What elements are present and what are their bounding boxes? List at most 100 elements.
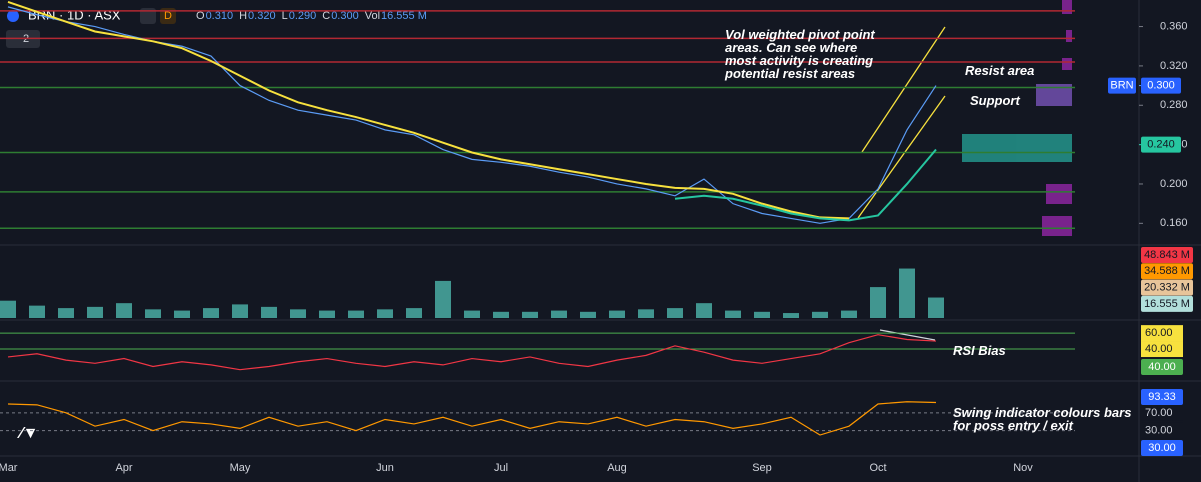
volume-bar: [377, 309, 393, 318]
volume-bar: [174, 310, 190, 318]
ohlc-value: 0.310: [206, 10, 234, 22]
volume-tag-box: [1141, 279, 1193, 296]
volume-tag: 48.843 M: [1144, 249, 1190, 261]
annotation: Vol weighted pivot point areas. Can see …: [725, 27, 875, 81]
indicator-line: [7, 334, 937, 371]
volume-bar: [203, 308, 219, 318]
volume-bar: [725, 310, 741, 318]
y-tick-label: 0.160: [1160, 217, 1188, 229]
volume-bar: [435, 280, 451, 318]
annotation: Resist area: [965, 63, 1035, 78]
ohlc-label: Vol: [365, 10, 380, 22]
volume-bar: [232, 304, 248, 318]
volume-bar: [580, 311, 596, 318]
volume-bar: [928, 297, 944, 318]
profile-bar: [1046, 184, 1072, 204]
ohlc-label: C: [322, 10, 330, 22]
volume-tag: 34.588 M: [1144, 265, 1190, 277]
profile-bar: [1066, 30, 1072, 42]
tick-box: [1141, 325, 1183, 342]
volume-bar: [406, 308, 422, 318]
y-tick-label: 0.320: [1160, 60, 1188, 72]
y-tick-label: 0.360: [1160, 20, 1188, 32]
volume-bar: [464, 310, 480, 318]
volume-tag: 16.555 M: [1144, 298, 1190, 310]
volume-bar: [609, 310, 625, 318]
x-tick-label: Jun: [376, 462, 394, 474]
ohlc-label: O: [196, 10, 205, 22]
tv-logo: ⁄▼: [17, 425, 39, 442]
rsi-tag-box: [1141, 359, 1183, 375]
y-tick-label: 30.00: [1145, 425, 1173, 437]
profile-bar: [1042, 216, 1072, 236]
volume-bar: [638, 309, 654, 318]
volume-bar: [870, 287, 886, 318]
volume-bar: [696, 303, 712, 318]
trend-line: [879, 329, 936, 341]
y-tick-label: 40.00: [1145, 343, 1173, 355]
volume-bar: [551, 310, 567, 318]
x-tick-label: Sep: [752, 462, 772, 474]
x-tick-label: May: [230, 462, 251, 474]
x-tick-label: Nov: [1013, 462, 1033, 474]
swing-tag-box: [1141, 440, 1183, 456]
x-tick-label: Oct: [869, 462, 886, 474]
volume-bar: [348, 310, 364, 318]
volume-profile: [962, 0, 1072, 236]
volume-bar: [29, 305, 45, 318]
volume-bar: [87, 306, 103, 318]
profile-bar: [1036, 84, 1072, 106]
volume-bar: [522, 311, 538, 318]
ohlc-value: 0.320: [248, 10, 276, 22]
swing-tag-box: [1141, 389, 1183, 405]
last-symbol: BRN: [1110, 79, 1133, 91]
x-tick-label: Mar: [0, 462, 18, 474]
ohlc-label: L: [282, 10, 288, 22]
rsi-tag: 40.00: [1148, 361, 1176, 373]
volume-tag-box: [1141, 247, 1193, 263]
volume-tag-box: [1141, 295, 1193, 312]
indicator-line: [7, 401, 937, 436]
annotation: Support: [970, 93, 1020, 108]
ohlc-value: 16.555 M: [381, 10, 427, 22]
volume-bar: [493, 311, 509, 318]
profile-bar: [1062, 0, 1072, 14]
volume-bar: [145, 309, 161, 318]
last-price: 0.300: [1147, 79, 1175, 91]
y-tick-label: 0.200: [1160, 178, 1188, 190]
x-tick-label: Apr: [115, 462, 132, 474]
y-tick-label: 0.280: [1160, 99, 1188, 111]
badge-box: [160, 8, 176, 24]
volume-bar: [667, 308, 683, 318]
ohlc-value: 0.290: [289, 10, 317, 22]
volume-bar: [319, 310, 335, 318]
channel-line: [857, 95, 946, 219]
badge: D: [164, 10, 172, 22]
profile-bar: [962, 134, 1072, 162]
volume-bar: [116, 303, 132, 318]
volume-bar: [754, 311, 770, 318]
last-price-box: [1141, 77, 1181, 94]
marker-label-box: [1141, 136, 1181, 153]
symbol: BRN · 1D · ASX: [28, 7, 121, 22]
price-line: [674, 148, 937, 222]
marker-label: 0.240: [1147, 139, 1175, 151]
y-tick-label: 60.00: [1145, 327, 1173, 339]
swing-tag: 30.00: [1148, 442, 1176, 454]
last-symbol-box: [1108, 77, 1136, 94]
volume-bar: [261, 306, 277, 318]
tick-box: [1141, 341, 1183, 358]
volume-bar: [0, 300, 16, 318]
ohlc-label: H: [239, 10, 247, 22]
logo: [7, 10, 19, 22]
volume-bar: [899, 268, 915, 318]
annotation: Swing indicator colours bars for poss en…: [953, 405, 1132, 433]
channel: [857, 26, 946, 341]
swing-tag: 93.33: [1148, 391, 1176, 403]
channel-line: [861, 26, 946, 153]
price-line: [7, 1, 850, 220]
volume-tag: 20.332 M: [1144, 282, 1190, 294]
